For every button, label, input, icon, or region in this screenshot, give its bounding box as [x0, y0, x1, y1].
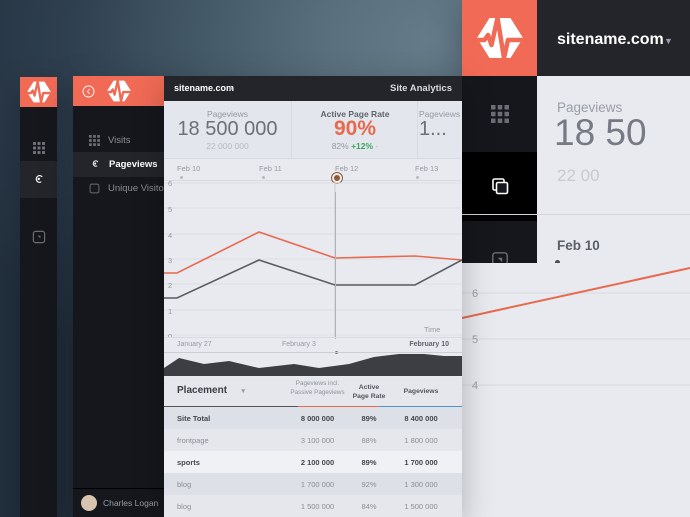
svg-text:5: 5	[168, 205, 172, 214]
svg-text:4: 4	[168, 231, 172, 240]
svg-text:5: 5	[472, 334, 478, 346]
svg-text:6: 6	[472, 288, 478, 300]
svg-text:3: 3	[168, 256, 172, 265]
svg-text:4: 4	[472, 380, 478, 392]
svg-text:Time: Time	[424, 325, 440, 334]
svg-text:1: 1	[168, 307, 172, 316]
svg-text:2: 2	[168, 281, 172, 290]
svg-text:6: 6	[168, 181, 172, 188]
